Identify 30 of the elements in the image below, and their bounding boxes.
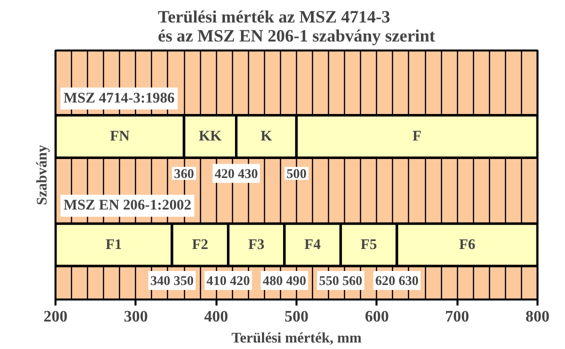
annotation: 620 630 (375, 273, 419, 288)
x-tick-label: 400 (204, 308, 228, 326)
annotation: 420 430 (214, 166, 258, 181)
annotation: 360 (174, 166, 194, 181)
series-label: KK (198, 128, 222, 144)
chart-title: Terülési mérték az MSZ 4714-3 és az MSZ EN 206-1 szabvány szerint (158, 8, 436, 46)
annotation: 340 350 (150, 273, 194, 288)
series-label: F1 (106, 236, 122, 253)
x-tick-label: 800 (526, 308, 550, 326)
x-tick-label: 500 (284, 308, 308, 326)
series-label: F5 (360, 236, 377, 253)
annotation: 550 560 (319, 273, 363, 288)
series-label: K (260, 128, 273, 144)
y-tick-label: MSZ 4714-3:1986 (64, 90, 175, 107)
series-label: F6 (459, 236, 476, 253)
annotation: 480 490 (262, 273, 306, 288)
series-label: FN (110, 128, 130, 144)
x-tick-label: 200 (44, 308, 68, 326)
y-tick-label: MSZ EN 206-1:2002 (64, 198, 192, 214)
series-label: F4 (304, 236, 322, 253)
x-tick-label: 700 (445, 308, 470, 326)
series-label: F (412, 128, 422, 144)
x-axis-title: Terülési mérték, mm (231, 330, 362, 346)
series-label: F3 (248, 236, 264, 253)
x-tick-label: 300 (124, 308, 148, 326)
annotation: 410 420 (206, 273, 250, 288)
y-axis-title: Szabvány (34, 144, 50, 206)
series-label: F2 (192, 236, 208, 253)
x-tick-label: 600 (364, 308, 389, 326)
annotation: 500 (286, 166, 307, 181)
